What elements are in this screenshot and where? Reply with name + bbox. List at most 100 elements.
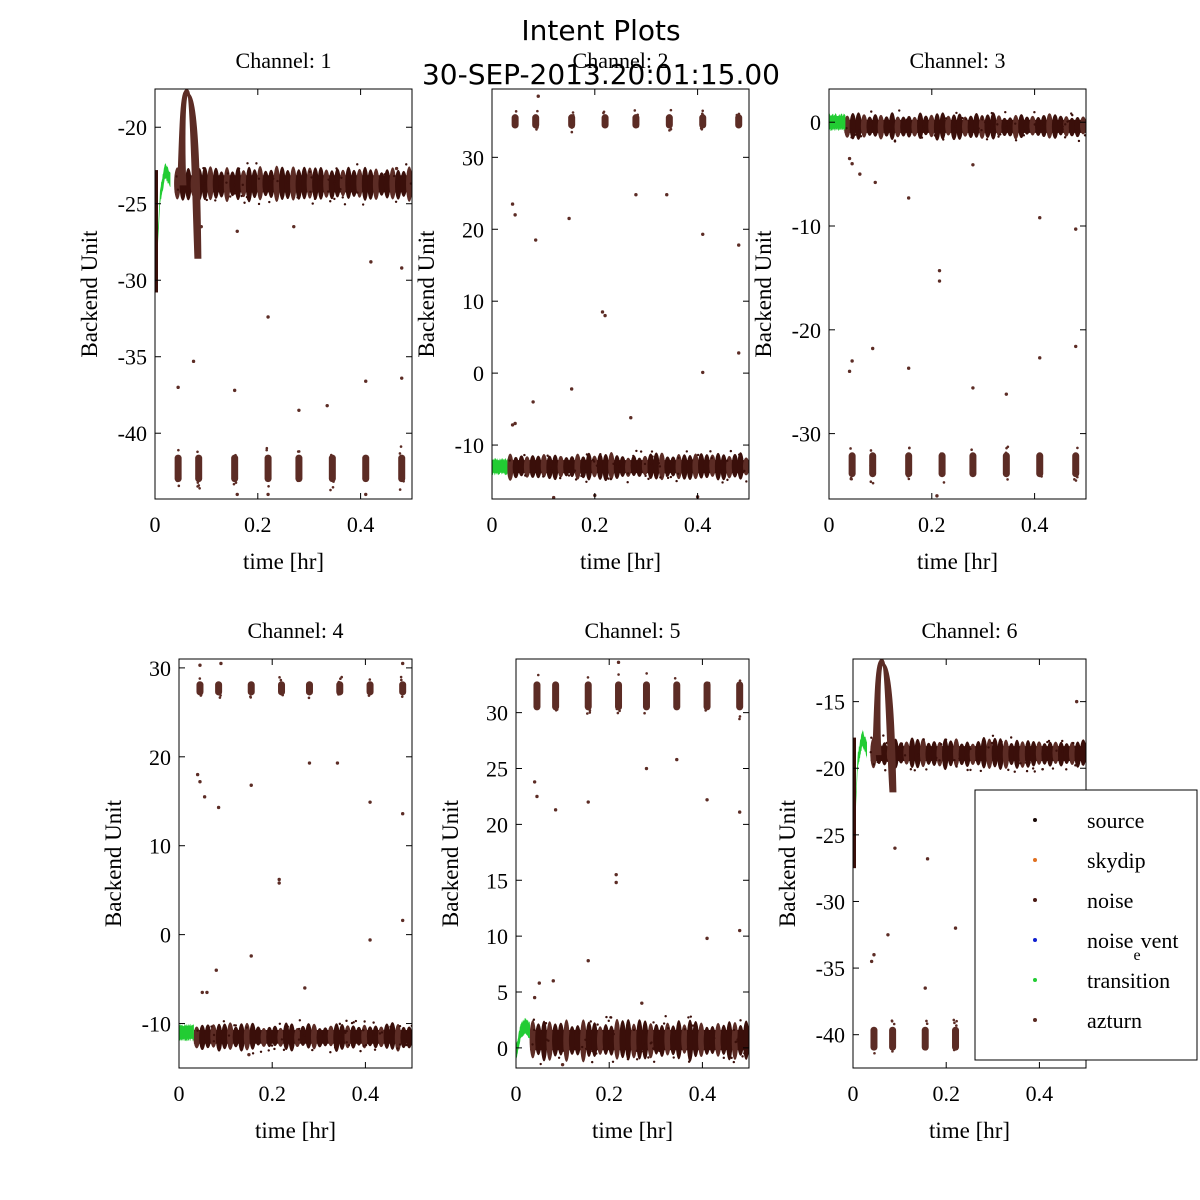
cluster-point	[953, 1021, 956, 1025]
y-tick-label: 0	[810, 110, 821, 135]
cluster-point	[633, 109, 637, 112]
band-mark	[720, 1024, 727, 1055]
band-point	[557, 1056, 561, 1060]
cluster-point	[701, 109, 705, 113]
band-point	[283, 177, 286, 180]
band-point	[871, 126, 874, 129]
band-mark	[338, 1024, 346, 1050]
band-point	[722, 1056, 726, 1060]
cluster-point	[234, 481, 238, 484]
band-mark	[1035, 116, 1042, 136]
band-point	[1076, 134, 1079, 138]
band-mark	[1074, 117, 1081, 138]
x-tick-label: 0	[848, 1081, 859, 1106]
cluster-point	[850, 477, 853, 481]
cluster-point	[278, 682, 282, 685]
band-point	[1051, 767, 1055, 770]
cluster-point	[198, 677, 202, 680]
outlier-point	[202, 795, 207, 799]
cluster-point	[365, 476, 368, 480]
band-mark	[647, 1023, 654, 1059]
outlier-point	[847, 369, 852, 374]
band-point	[346, 183, 349, 187]
band-point	[666, 1027, 670, 1030]
outlier-point	[560, 1062, 565, 1067]
band-point	[992, 124, 996, 127]
band-point	[652, 1047, 655, 1050]
band-point	[976, 756, 980, 760]
band-point	[1077, 139, 1081, 143]
outlier-point	[510, 202, 515, 206]
cluster-point	[891, 1050, 894, 1053]
band-point	[1028, 761, 1031, 764]
band-mark	[658, 452, 666, 481]
transition-trace	[516, 1017, 530, 1061]
band-mark	[613, 1018, 621, 1060]
outlier-point	[394, 166, 399, 171]
band-point	[1058, 119, 1062, 122]
band-point	[276, 179, 279, 183]
outlier-point	[364, 492, 368, 497]
cluster-point	[1074, 479, 1078, 482]
outlier-point	[569, 387, 574, 391]
band-point	[691, 1024, 695, 1027]
band-point	[345, 1041, 348, 1044]
spike-trace	[872, 659, 897, 793]
band-point	[1047, 739, 1051, 743]
band-point	[571, 1029, 575, 1032]
band-point	[580, 474, 583, 478]
y-tick-label: -30	[816, 889, 845, 914]
y-tick-label: -10	[455, 433, 484, 458]
cluster-point	[645, 681, 648, 685]
band-mark	[383, 1023, 391, 1049]
band-point	[392, 174, 396, 178]
band-mark	[540, 454, 548, 478]
band-point	[643, 462, 647, 466]
band-point	[1022, 134, 1026, 137]
band-point	[205, 198, 208, 202]
cluster-point	[869, 458, 873, 461]
band-mark	[664, 1022, 671, 1056]
axes-frame	[491, 88, 750, 500]
band-point	[523, 453, 526, 457]
band-mark	[1006, 117, 1014, 137]
band-mark	[953, 738, 960, 768]
band-mark	[596, 1026, 604, 1055]
band-mark	[535, 1023, 542, 1056]
band-point	[664, 1015, 667, 1018]
band-point	[202, 166, 205, 170]
cluster-point	[907, 477, 911, 481]
band-point	[297, 1027, 301, 1031]
y-axis-label: Backend Unit	[775, 799, 800, 927]
cluster-point	[738, 679, 742, 682]
band-mark	[1002, 739, 1010, 769]
band-point	[690, 458, 694, 462]
band-point	[685, 450, 689, 453]
band-mark	[947, 740, 954, 767]
band-point	[408, 1030, 411, 1034]
cluster-point	[908, 454, 911, 458]
cluster-point	[952, 1048, 956, 1052]
cluster-point	[197, 681, 201, 685]
cluster-point	[869, 480, 873, 484]
band-point	[364, 1043, 368, 1047]
band-point	[739, 469, 742, 473]
band-mark	[1001, 117, 1008, 136]
spike-trace	[177, 89, 202, 259]
band-point	[882, 734, 885, 737]
band-point	[1042, 128, 1046, 132]
outlier-point	[886, 933, 890, 937]
y-tick-label: 20	[462, 217, 484, 242]
band-point	[961, 116, 964, 120]
band-point	[311, 202, 314, 205]
y-tick-label: 10	[149, 834, 171, 859]
legend-box	[974, 789, 1198, 1061]
band-point	[710, 456, 714, 460]
band-point	[722, 460, 726, 464]
cluster-point	[586, 676, 590, 679]
outlier-point	[873, 180, 877, 185]
cluster-point	[1005, 461, 1009, 465]
cluster-point	[924, 1033, 928, 1037]
band-point	[218, 1037, 222, 1040]
cluster-point	[367, 688, 371, 692]
